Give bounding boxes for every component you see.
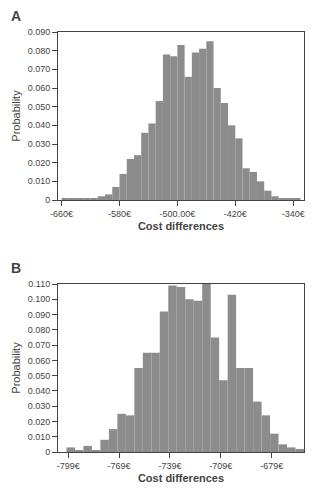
- svg-text:0.050: 0.050: [28, 371, 51, 381]
- svg-text:0: 0: [45, 447, 50, 457]
- svg-text:0.100: 0.100: [28, 294, 51, 304]
- svg-text:0.020: 0.020: [28, 417, 51, 427]
- svg-text:0.060: 0.060: [28, 83, 51, 93]
- svg-text:0.010: 0.010: [28, 432, 51, 442]
- svg-text:0.010: 0.010: [28, 176, 51, 186]
- svg-text:0.090: 0.090: [28, 310, 51, 320]
- svg-text:0.080: 0.080: [28, 46, 51, 56]
- svg-text:0.030: 0.030: [28, 401, 51, 411]
- svg-text:Cost differences: Cost differences: [138, 472, 224, 484]
- svg-text:0.040: 0.040: [28, 120, 51, 130]
- svg-text:-709€: -709€: [209, 461, 232, 471]
- svg-text:0.110: 0.110: [28, 279, 50, 289]
- svg-text:0.050: 0.050: [28, 102, 51, 112]
- svg-text:Cost differences: Cost differences: [138, 220, 224, 232]
- svg-text:-739€: -739€: [158, 461, 181, 471]
- svg-text:A: A: [11, 8, 21, 24]
- svg-text:-679€: -679€: [260, 461, 283, 471]
- svg-text:-799€: -799€: [57, 461, 80, 471]
- svg-text:Probability: Probability: [10, 342, 22, 394]
- svg-text:-340€: -340€: [282, 209, 305, 219]
- svg-text:0.070: 0.070: [28, 64, 51, 74]
- svg-text:0.060: 0.060: [28, 356, 51, 366]
- svg-text:-660€: -660€: [50, 209, 73, 219]
- svg-text:-420€: -420€: [224, 209, 247, 219]
- svg-text:0: 0: [45, 195, 50, 205]
- svg-text:0.020: 0.020: [28, 158, 51, 168]
- svg-text:B: B: [11, 260, 21, 276]
- svg-text:-580€: -580€: [108, 209, 131, 219]
- svg-text:-769€: -769€: [108, 461, 131, 471]
- svg-text:-500.00€: -500.00€: [160, 209, 196, 219]
- svg-text:0.030: 0.030: [28, 139, 51, 149]
- svg-text:Probability: Probability: [10, 90, 22, 142]
- svg-text:0.070: 0.070: [28, 340, 51, 350]
- svg-text:0.080: 0.080: [28, 325, 51, 335]
- svg-text:0.040: 0.040: [28, 386, 51, 396]
- svg-text:0.090: 0.090: [28, 27, 51, 37]
